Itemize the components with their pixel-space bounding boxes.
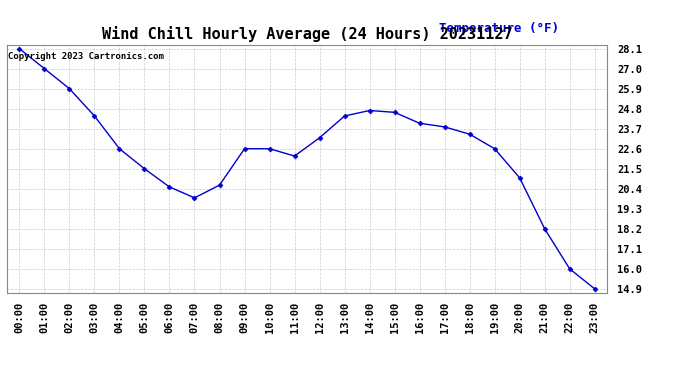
- Text: Copyright 2023 Cartronics.com: Copyright 2023 Cartronics.com: [8, 53, 164, 62]
- Title: Wind Chill Hourly Average (24 Hours) 20231127: Wind Chill Hourly Average (24 Hours) 202…: [101, 27, 513, 42]
- Text: Temperature (°F): Temperature (°F): [439, 22, 559, 35]
